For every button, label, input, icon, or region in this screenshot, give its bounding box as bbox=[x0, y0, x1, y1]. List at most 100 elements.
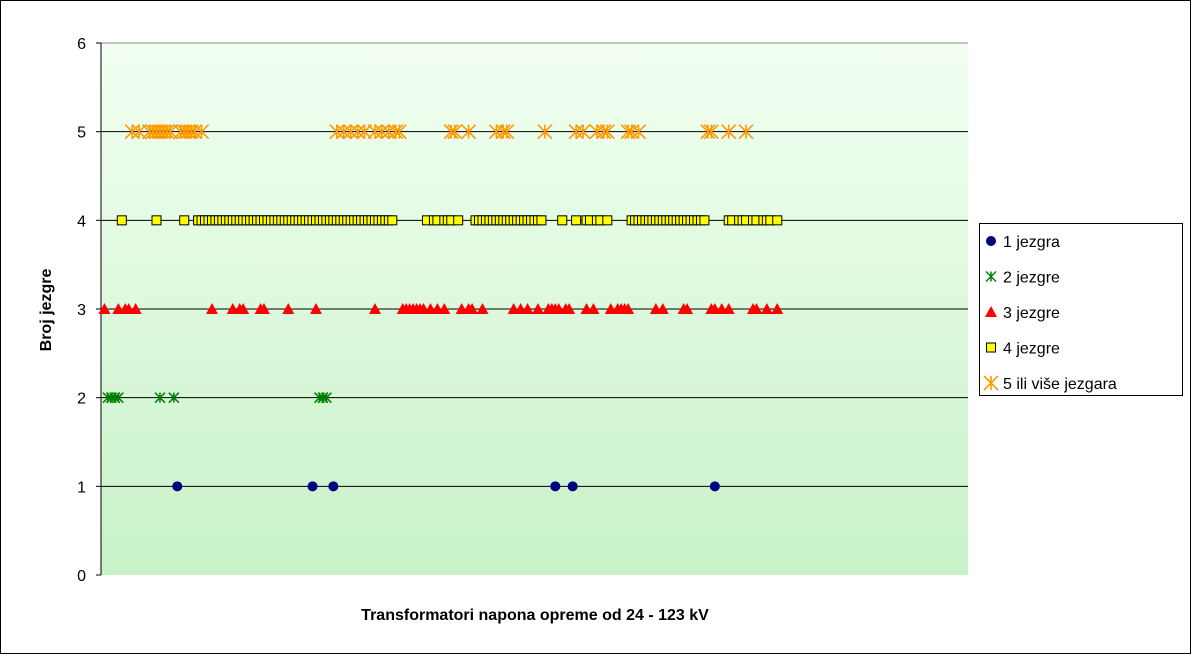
marker bbox=[630, 124, 647, 140]
asterisk bbox=[630, 124, 647, 140]
asterisk bbox=[320, 392, 332, 404]
asterisk bbox=[154, 392, 166, 404]
marker bbox=[575, 124, 591, 140]
asterisk bbox=[159, 124, 175, 140]
marker bbox=[750, 303, 763, 314]
asterisk bbox=[495, 124, 511, 140]
marker bbox=[388, 124, 404, 140]
triangle bbox=[257, 303, 270, 314]
asterisk bbox=[447, 124, 463, 140]
asterisk bbox=[461, 124, 477, 140]
marker bbox=[124, 124, 140, 140]
triangle bbox=[750, 303, 763, 314]
marker bbox=[368, 303, 381, 314]
marker bbox=[587, 303, 600, 314]
square bbox=[772, 215, 783, 226]
asterisk bbox=[180, 124, 196, 140]
triangle bbox=[98, 303, 111, 314]
marker bbox=[495, 124, 511, 140]
asterisk bbox=[700, 124, 716, 140]
marker bbox=[550, 481, 561, 492]
marker bbox=[461, 124, 477, 140]
legend-label: 5 ili više jezgara bbox=[1003, 376, 1117, 393]
marker bbox=[622, 303, 635, 314]
asterisk bbox=[374, 124, 390, 140]
y-tick-label: 2 bbox=[77, 391, 86, 408]
asterisk bbox=[388, 124, 404, 140]
square bbox=[116, 215, 127, 226]
marker bbox=[374, 124, 390, 140]
triangle bbox=[563, 303, 576, 314]
triangle bbox=[466, 303, 479, 314]
marker bbox=[168, 392, 180, 404]
dot bbox=[567, 481, 578, 492]
marker bbox=[282, 303, 295, 314]
marker bbox=[722, 303, 735, 314]
marker bbox=[985, 270, 997, 283]
marker bbox=[205, 303, 218, 314]
marker bbox=[983, 375, 999, 391]
marker bbox=[772, 215, 783, 226]
marker bbox=[476, 303, 489, 314]
dot bbox=[986, 236, 996, 246]
marker bbox=[336, 124, 352, 140]
asterisk bbox=[443, 124, 459, 140]
triangle bbox=[310, 303, 323, 314]
marker bbox=[391, 124, 407, 140]
marker bbox=[531, 303, 544, 314]
triangle bbox=[476, 303, 489, 314]
dot bbox=[550, 481, 561, 492]
marker bbox=[443, 124, 459, 140]
triangle bbox=[282, 303, 295, 314]
asterisk bbox=[329, 124, 345, 140]
triangle bbox=[722, 303, 735, 314]
triangle bbox=[760, 303, 773, 314]
marker bbox=[112, 392, 124, 404]
legend-label: 3 jezgre bbox=[1003, 305, 1060, 322]
marker bbox=[447, 124, 463, 140]
square bbox=[387, 215, 398, 226]
marker bbox=[466, 303, 479, 314]
marker bbox=[624, 124, 640, 140]
y-tick-label: 1 bbox=[77, 479, 86, 496]
triangle bbox=[622, 303, 635, 314]
marker bbox=[771, 303, 784, 314]
marker bbox=[453, 215, 464, 226]
marker bbox=[681, 303, 694, 314]
asterisk bbox=[187, 124, 203, 140]
asterisk bbox=[703, 124, 719, 140]
legend bbox=[979, 223, 1183, 396]
marker bbox=[179, 215, 190, 226]
y-axis-label: Broj jezgre bbox=[38, 269, 55, 352]
triangle bbox=[656, 303, 669, 314]
marker bbox=[709, 481, 720, 492]
asterisk bbox=[350, 124, 366, 140]
asterisk bbox=[391, 124, 407, 140]
marker bbox=[557, 215, 568, 226]
asterisk bbox=[155, 124, 171, 140]
marker bbox=[986, 342, 996, 353]
dot bbox=[709, 481, 720, 492]
square bbox=[453, 215, 464, 226]
triangle bbox=[771, 303, 784, 314]
triangle bbox=[438, 303, 451, 314]
marker bbox=[571, 215, 582, 226]
legend-label: 2 jezgre bbox=[1003, 270, 1060, 287]
marker bbox=[367, 124, 383, 140]
asterisk bbox=[537, 124, 553, 140]
square bbox=[699, 215, 710, 226]
dot bbox=[307, 481, 318, 492]
marker bbox=[596, 124, 612, 140]
triangle bbox=[129, 303, 142, 314]
marker bbox=[310, 303, 323, 314]
marker bbox=[387, 215, 398, 226]
marker bbox=[521, 303, 534, 314]
marker bbox=[699, 215, 710, 226]
marker bbox=[154, 392, 166, 404]
asterisk bbox=[336, 124, 352, 140]
marker bbox=[320, 392, 332, 404]
square bbox=[557, 215, 568, 226]
marker bbox=[986, 236, 996, 246]
marker bbox=[350, 124, 366, 140]
